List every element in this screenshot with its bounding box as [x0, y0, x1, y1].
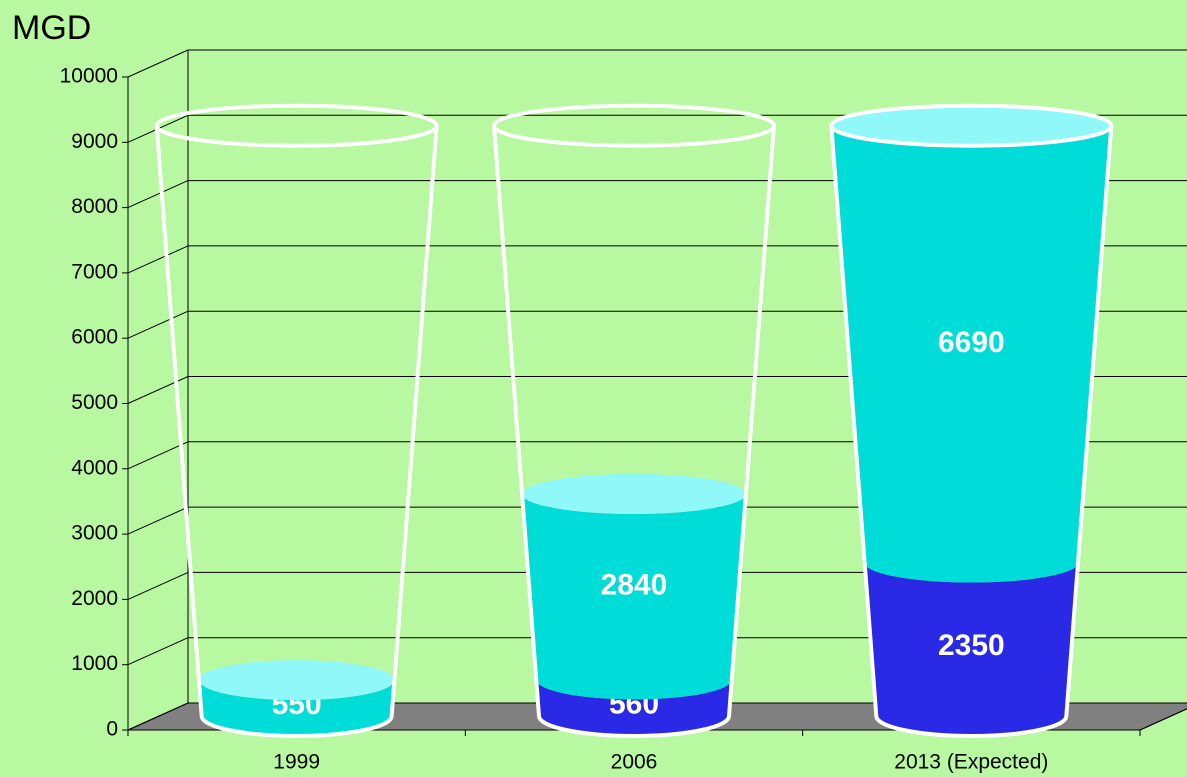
cup-outline: [829, 125, 1114, 738]
y-tick-label: 9000: [71, 130, 118, 153]
cup-rim: [154, 103, 439, 148]
grid-line-side: [127, 180, 189, 209]
cup-segment: [831, 125, 1112, 583]
x-tick-label: 2013 (Expected): [894, 751, 1048, 774]
y-tick-label: 1000: [71, 652, 118, 675]
grid-line-side: [127, 637, 189, 666]
x-tick-label: 1999: [273, 751, 320, 774]
grid-line-side: [127, 245, 189, 274]
y-tick-label: 4000: [71, 456, 118, 479]
cup-segment: [198, 680, 395, 736]
y-tick-label: 7000: [71, 260, 118, 283]
cup-segment: [522, 493, 746, 700]
y-tick-label: 8000: [71, 195, 118, 218]
grid-line-side: [127, 49, 189, 78]
grid-line-side: [127, 506, 189, 535]
cup-surface: [522, 473, 746, 514]
grid-line-side: [127, 441, 189, 470]
cup-surface: [198, 660, 395, 701]
y-tick-label: 0: [106, 718, 118, 741]
x-tick-label: 2006: [611, 751, 658, 774]
cup-segment: [536, 679, 732, 736]
cup-surface: [831, 105, 1112, 146]
cup-outline: [492, 125, 776, 738]
y-tick-label: 5000: [71, 391, 118, 414]
grid-line-side: [127, 702, 189, 731]
grid-line-side: [127, 571, 189, 600]
value-label: 2350: [938, 629, 1005, 662]
cup-outline: [154, 125, 439, 738]
cup-rim: [829, 103, 1114, 148]
y-tick-label: 2000: [71, 587, 118, 610]
grid-line-side: [127, 310, 189, 339]
floor-front: [1139, 708, 1187, 731]
y-axis-label: MGD: [12, 9, 91, 47]
y-tick-label: 6000: [71, 326, 118, 349]
cup-segment: [864, 562, 1079, 736]
y-tick-label: 3000: [71, 522, 118, 545]
y-tick-label: 10000: [60, 65, 118, 88]
value-label: 2840: [601, 569, 668, 602]
cup-rim: [492, 103, 776, 148]
value-label: 6690: [938, 326, 1005, 359]
